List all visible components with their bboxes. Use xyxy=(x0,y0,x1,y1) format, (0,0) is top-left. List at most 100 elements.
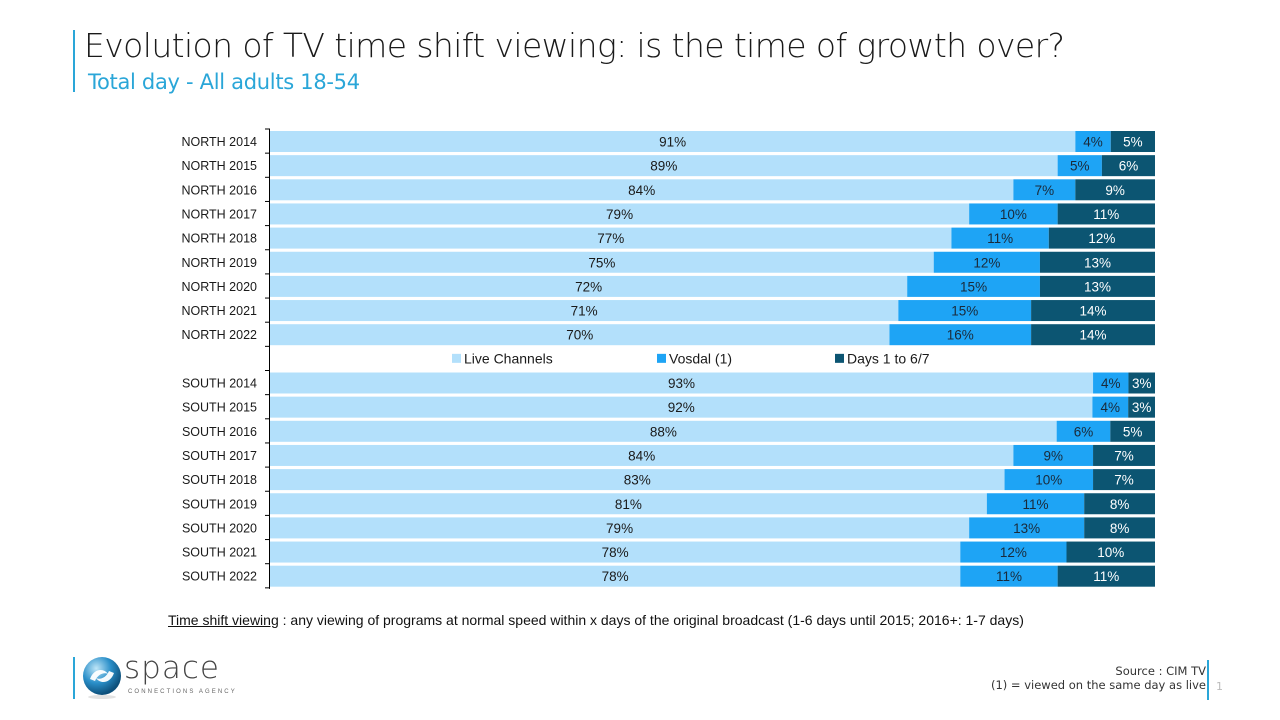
category-label: NORTH 2020 xyxy=(182,280,258,294)
data-label: 14% xyxy=(1080,304,1107,319)
bar-segment-days-1-to-6-7 xyxy=(1128,396,1155,418)
bar-segment-vosdal-1 xyxy=(969,203,1058,225)
data-label: 13% xyxy=(1013,521,1040,536)
bar-segment-vosdal-1 xyxy=(1056,420,1111,442)
bar-segment-vosdal-1 xyxy=(898,300,1032,322)
bar-segment-vosdal-1 xyxy=(907,275,1040,297)
data-label: 88% xyxy=(650,424,677,439)
bar-segment-days-1-to-6-7 xyxy=(1039,275,1155,297)
data-label: 10% xyxy=(1000,207,1027,222)
category-label: NORTH 2021 xyxy=(182,304,258,318)
data-label: 83% xyxy=(624,473,651,488)
data-label: 10% xyxy=(1097,545,1124,560)
data-label: 93% xyxy=(668,376,695,391)
data-label: 10% xyxy=(1035,473,1062,488)
data-label: 6% xyxy=(1074,424,1094,439)
category-label: NORTH 2019 xyxy=(182,256,258,270)
data-label: 75% xyxy=(588,255,615,270)
data-label: 77% xyxy=(597,231,624,246)
category-label: NORTH 2022 xyxy=(182,328,258,342)
bar-segment-live-channels xyxy=(270,275,908,297)
category-label: NORTH 2014 xyxy=(182,135,258,149)
data-label: 12% xyxy=(1000,545,1027,560)
data-label: 11% xyxy=(1023,497,1049,512)
source-line: Source : CIM TV xyxy=(1115,664,1206,678)
bar-segment-live-channels xyxy=(270,155,1058,177)
logo-wordmark: space xyxy=(124,650,220,686)
bar-segment-live-channels xyxy=(270,179,1014,201)
category-label: NORTH 2018 xyxy=(182,232,258,246)
bar-segment-vosdal-1 xyxy=(1075,131,1111,152)
data-label: 11% xyxy=(996,569,1022,584)
data-label: 7% xyxy=(1114,448,1134,463)
data-label: 92% xyxy=(668,400,695,415)
page-number: 1 xyxy=(1216,680,1223,693)
data-label: 5% xyxy=(1070,159,1090,174)
data-label: 7% xyxy=(1114,473,1134,488)
bar-segment-days-1-to-6-7 xyxy=(1075,179,1155,201)
bar-segment-days-1-to-6-7 xyxy=(1057,565,1155,587)
bar-segment-days-1-to-6-7 xyxy=(1093,444,1155,466)
page-subtitle: Total day - All adults 18-54 xyxy=(88,70,360,94)
category-label: SOUTH 2017 xyxy=(182,449,257,463)
bar-segment-live-channels xyxy=(270,420,1057,442)
category-label: SOUTH 2021 xyxy=(182,546,257,560)
data-label: 79% xyxy=(606,207,633,222)
bar-segment-vosdal-1 xyxy=(1092,396,1129,418)
data-label: 4% xyxy=(1101,400,1121,415)
footnote-definition: : any viewing of programs at normal spee… xyxy=(278,612,1024,628)
bar-segment-live-channels xyxy=(270,131,1076,152)
category-label: SOUTH 2020 xyxy=(182,521,257,535)
bar-segment-days-1-to-6-7 xyxy=(1110,131,1155,152)
bar-segment-days-1-to-6-7 xyxy=(1110,420,1155,442)
bar-segment-vosdal-1 xyxy=(951,227,1049,249)
bar-segment-days-1-to-6-7 xyxy=(1031,300,1155,322)
bar-segment-vosdal-1 xyxy=(969,517,1085,539)
bar-segment-live-channels xyxy=(270,541,961,563)
bar-segment-days-1-to-6-7 xyxy=(1101,155,1155,177)
data-label: 81% xyxy=(615,497,642,512)
data-label: 4% xyxy=(1083,135,1103,150)
data-label: 72% xyxy=(575,279,602,294)
bar-segment-live-channels xyxy=(270,444,1014,466)
data-label: 91% xyxy=(659,135,686,150)
bar-segment-days-1-to-6-7 xyxy=(1048,227,1155,249)
legend-swatch xyxy=(452,353,461,363)
bar-segment-live-channels xyxy=(270,203,970,225)
logo-tagline: CONNECTIONS AGENCY xyxy=(128,689,237,695)
data-label: 5% xyxy=(1123,424,1143,439)
bar-segment-live-channels xyxy=(270,396,1093,418)
data-label: 5% xyxy=(1123,135,1143,150)
data-label: 8% xyxy=(1110,521,1130,536)
space-logo-icon xyxy=(83,657,121,699)
footnote-term: Time shift viewing xyxy=(168,612,279,628)
data-label: 4% xyxy=(1101,376,1121,391)
data-label: 6% xyxy=(1119,159,1139,174)
data-label: 3% xyxy=(1132,400,1152,415)
bar-segment-live-channels xyxy=(270,227,952,249)
data-label: 11% xyxy=(1093,569,1119,584)
bar-segment-days-1-to-6-7 xyxy=(1066,541,1155,563)
bar-segment-vosdal-1 xyxy=(889,324,1032,346)
legend-label: Vosdal (1) xyxy=(669,350,732,366)
data-label: 15% xyxy=(960,279,987,294)
data-label: 89% xyxy=(650,159,677,174)
legend-label: Days 1 to 6/7 xyxy=(847,350,930,366)
category-label: NORTH 2017 xyxy=(182,207,258,221)
data-label: 11% xyxy=(987,231,1013,246)
data-label: 78% xyxy=(602,569,629,584)
bar-segment-vosdal-1 xyxy=(960,565,1058,587)
data-label: 9% xyxy=(1043,448,1063,463)
vosdal-definition: (1) = viewed on the same day as live xyxy=(990,678,1206,692)
category-label: SOUTH 2018 xyxy=(182,473,257,487)
data-label: 15% xyxy=(951,304,978,319)
legend-label: Live Channels xyxy=(464,350,553,366)
data-label: 84% xyxy=(628,448,655,463)
footnote: Time shift viewing : any viewing of prog… xyxy=(168,612,1024,628)
data-label: 14% xyxy=(1080,328,1107,343)
data-label: 11% xyxy=(1093,207,1119,222)
source-accent-bar xyxy=(1207,660,1209,700)
data-label: 16% xyxy=(947,328,974,343)
data-label: 13% xyxy=(1084,279,1111,294)
